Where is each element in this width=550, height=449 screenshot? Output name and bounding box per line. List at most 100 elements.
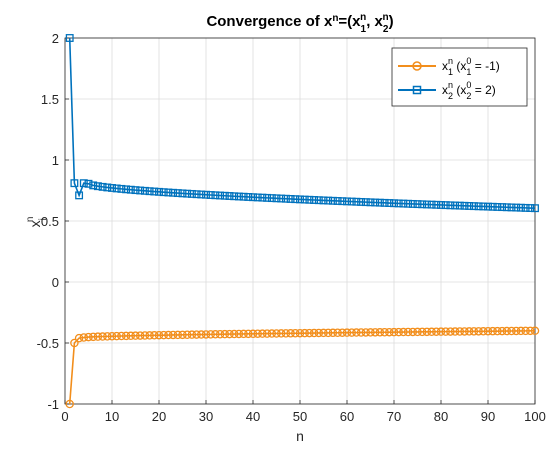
data-point	[507, 203, 516, 212]
data-point	[103, 332, 112, 341]
data-point	[465, 202, 474, 210]
data-point	[79, 333, 89, 342]
data-point	[103, 183, 112, 192]
data-point	[399, 199, 408, 208]
data-point	[455, 327, 465, 336]
data-point	[263, 193, 272, 202]
data-point	[202, 190, 210, 199]
data-point	[413, 200, 422, 209]
data-point	[521, 326, 530, 336]
y-tick-label: 0.5	[41, 214, 59, 229]
data-point	[159, 330, 168, 340]
data-point	[70, 338, 79, 348]
data-point	[305, 328, 314, 338]
data-point	[93, 182, 102, 191]
y-tick-label: 2	[52, 31, 59, 46]
data-point	[441, 327, 450, 336]
data-point	[418, 200, 427, 209]
data-point	[187, 330, 197, 339]
data-point	[511, 326, 521, 336]
data-point	[74, 333, 84, 343]
data-point	[135, 331, 145, 340]
data-point	[206, 191, 215, 199]
data-point	[295, 328, 305, 338]
data-point	[324, 196, 333, 205]
data-point	[323, 328, 333, 338]
legend-entry-x1: x1n (x10 = -1)	[398, 56, 500, 77]
data-point	[253, 329, 262, 338]
legend-label-x1: x1n (x10 = -1)	[442, 56, 500, 77]
data-point	[338, 197, 347, 206]
data-point	[168, 330, 178, 340]
data-point	[296, 195, 304, 204]
data-point	[451, 201, 460, 210]
data-point	[291, 329, 300, 338]
data-point	[493, 326, 502, 336]
data-point	[408, 199, 417, 208]
data-point	[385, 327, 394, 337]
data-point	[112, 184, 121, 193]
data-point	[88, 332, 98, 342]
data-point	[531, 204, 539, 213]
data-point	[93, 332, 103, 341]
data-point	[239, 329, 248, 339]
x-tick-label: 20	[152, 409, 166, 424]
data-point	[267, 194, 276, 203]
x-axis-label: n	[296, 428, 304, 444]
x-tick-label: 10	[105, 409, 119, 424]
data-point	[286, 195, 295, 203]
data-point	[432, 200, 441, 209]
data-point	[390, 199, 398, 208]
data-point	[530, 326, 540, 336]
x-tick-label: 40	[246, 409, 260, 424]
chart-title: Convergence of xn=(x1n, x2n)	[206, 12, 393, 35]
data-point	[488, 326, 497, 336]
data-point	[484, 202, 492, 211]
data-point	[122, 185, 131, 194]
y-tick-label: -0.5	[37, 336, 59, 351]
data-point	[117, 331, 126, 341]
data-point	[347, 197, 356, 206]
data-point	[314, 196, 323, 205]
data-point	[403, 327, 413, 337]
data-point	[70, 179, 79, 188]
data-point	[361, 328, 371, 337]
data-point	[220, 329, 230, 339]
y-tick-label: 1.5	[41, 92, 59, 107]
data-point	[89, 181, 98, 190]
legend-entry-x2: x2n (x20 = 2)	[398, 80, 496, 101]
data-point	[267, 329, 277, 338]
data-point	[342, 328, 352, 337]
x-tick-label: 100	[524, 409, 546, 424]
x-tick-label: 50	[293, 409, 307, 424]
data-point	[352, 328, 361, 337]
data-point	[446, 201, 455, 210]
data-point	[126, 185, 135, 194]
data-point	[215, 329, 225, 339]
data-point	[352, 197, 361, 206]
data-point	[464, 327, 474, 336]
data-point	[328, 196, 337, 205]
data-point	[460, 327, 469, 336]
data-point	[173, 330, 183, 340]
data-point	[460, 201, 469, 210]
data-point	[183, 189, 192, 198]
data-point	[107, 331, 117, 341]
data-point	[404, 199, 413, 208]
data-point	[328, 328, 338, 338]
data-point	[507, 326, 516, 336]
data-point	[197, 190, 206, 199]
data-point	[422, 327, 432, 337]
data-point	[178, 189, 187, 198]
legend-box	[391, 47, 528, 107]
data-point	[375, 328, 385, 337]
data-point	[126, 331, 136, 341]
data-point	[178, 330, 187, 340]
data-point	[211, 330, 220, 339]
data-point	[159, 188, 168, 197]
data-point	[108, 184, 116, 192]
data-point	[455, 201, 464, 210]
data-point	[450, 327, 460, 336]
data-point	[366, 198, 375, 207]
